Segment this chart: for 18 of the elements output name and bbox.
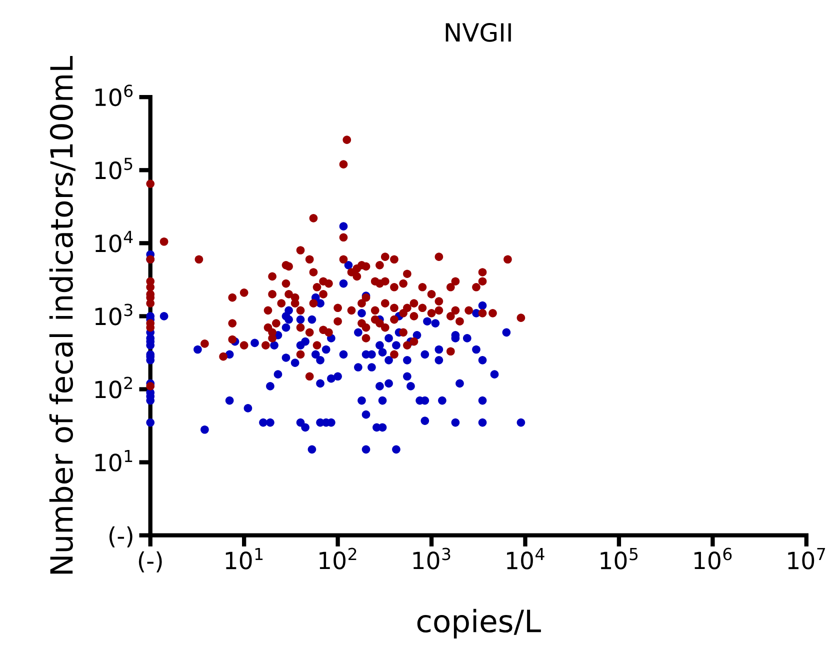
y-tick-label: 10$^{5}$: [95, 158, 132, 180]
x-tick-label: 10$^{1}$: [226, 548, 263, 570]
y-tick-label: 10$^{4}$: [95, 230, 133, 252]
y-tick-label: (-): [109, 526, 132, 548]
x-tick-label: 10$^{7}$: [788, 548, 825, 570]
x-tick-label: 10$^{4}$: [507, 548, 544, 570]
x-tick-label: (-): [138, 551, 162, 572]
x-axis-title: copies/L: [417, 608, 541, 638]
y-tick-label: 10$^{3}$: [95, 304, 132, 326]
x-tick-label: 10$^{6}$: [694, 548, 732, 570]
y-tick-label: 10$^{1}$: [95, 450, 132, 472]
x-tick-label: 10$^{5}$: [600, 548, 638, 570]
x-tick-label: 10$^{2}$: [320, 548, 356, 570]
y-tick-label: 10$^{2}$: [95, 376, 132, 398]
chart-title: NVGII: [446, 22, 511, 42]
y-tick-label: 10$^{6}$: [95, 84, 133, 106]
x-tick-label: 10$^{3}$: [413, 548, 450, 570]
y-axis-title: Number of fecal indicators/100mL: [49, 56, 76, 574]
